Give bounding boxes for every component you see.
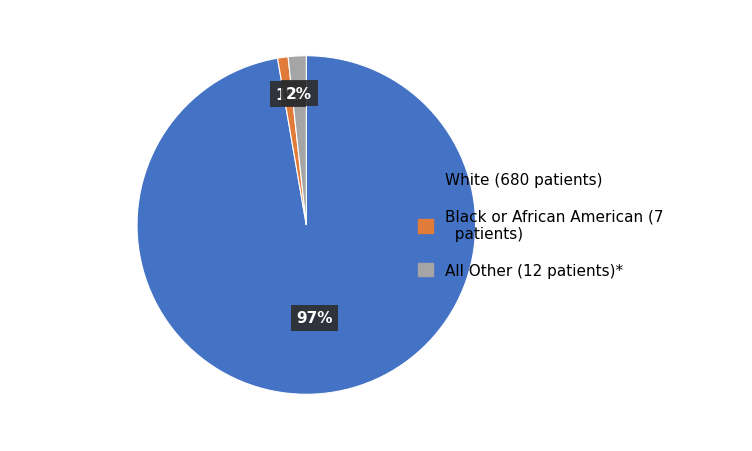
Wedge shape (137, 57, 475, 394)
Text: 2%: 2% (287, 87, 312, 101)
Text: 1%: 1% (275, 87, 301, 102)
Legend: White (680 patients), Black or African American (7
  patients), All Other (12 pa: White (680 patients), Black or African A… (411, 167, 670, 284)
Text: 97%: 97% (296, 311, 332, 326)
Wedge shape (288, 57, 306, 226)
Wedge shape (277, 58, 306, 226)
